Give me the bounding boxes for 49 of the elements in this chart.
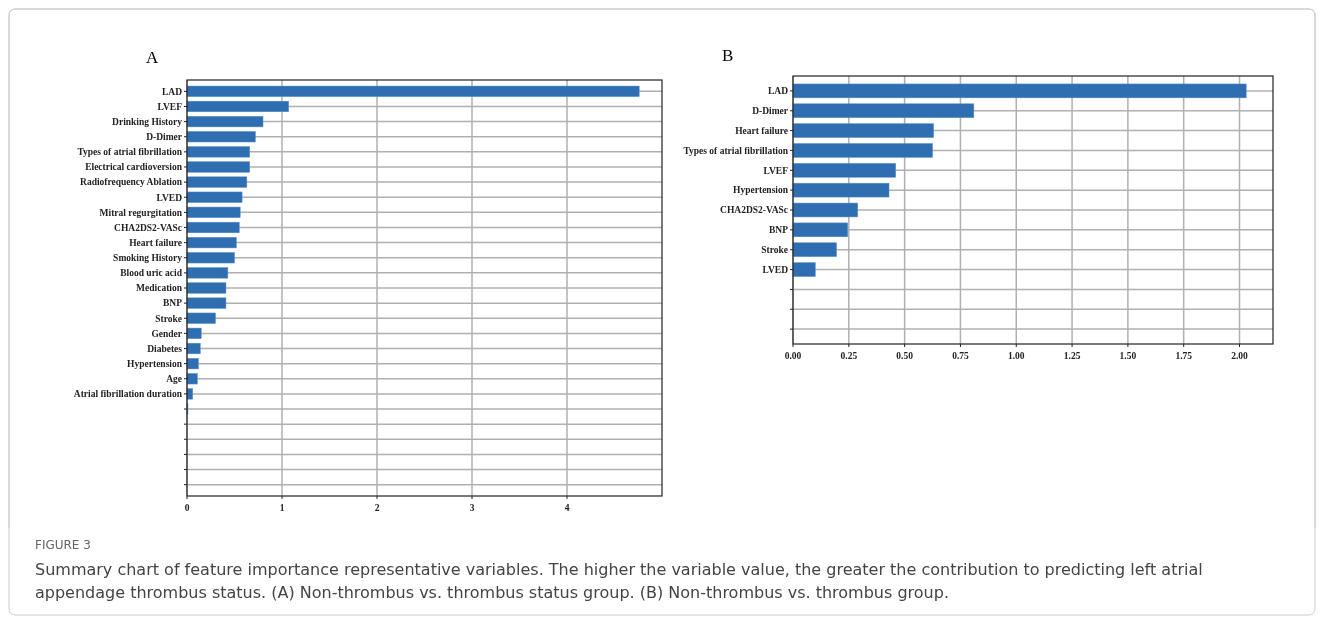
y-tick-label: Heart failure bbox=[735, 125, 788, 136]
y-tick-label: D-Dimer bbox=[752, 106, 789, 117]
x-tick-label: 2 bbox=[374, 503, 380, 513]
chart-title: B bbox=[722, 46, 734, 65]
y-tick-label: LAD bbox=[161, 86, 183, 97]
y-tick-label: Blood uric acid bbox=[120, 268, 183, 279]
x-tick-label: 1.75 bbox=[1175, 351, 1193, 361]
x-tick-label: 1.00 bbox=[1007, 351, 1025, 361]
y-tick-label: BNP bbox=[163, 298, 183, 309]
y-tick-label: Age bbox=[166, 374, 182, 385]
y-tick-label: LAD bbox=[767, 86, 789, 97]
chart-title: A bbox=[146, 48, 159, 67]
y-tick-label: Hypertension bbox=[733, 185, 789, 196]
y-tick-label: Radiofrequency Ablation bbox=[80, 177, 183, 188]
x-tick-label: 0.25 bbox=[840, 351, 858, 361]
y-tick-label: D-Dimer bbox=[146, 132, 183, 143]
y-tick-label: Types of atrial fibrillation bbox=[77, 147, 183, 158]
y-tick-label: LVEF bbox=[157, 101, 183, 112]
y-tick-label: Stroke bbox=[761, 245, 788, 256]
x-tick-label: 1.50 bbox=[1119, 351, 1137, 361]
y-tick-label: BNP bbox=[769, 225, 789, 236]
caption: FIGURE 3 bbox=[35, 538, 92, 552]
y-tick-label: LVEF bbox=[763, 165, 789, 176]
y-tick-label: LVED bbox=[762, 264, 789, 275]
x-tick-label: 0 bbox=[184, 503, 190, 513]
y-tick-label: Electrical cardioversion bbox=[85, 162, 183, 173]
y-tick-label: LVED bbox=[156, 192, 183, 203]
x-tick-label: 0.50 bbox=[896, 351, 914, 361]
x-tick-label: 4 bbox=[564, 503, 570, 513]
y-tick-label: Atrial fibrillation duration bbox=[73, 389, 183, 400]
y-tick-label: Medication bbox=[136, 283, 183, 294]
x-tick-label: 0.00 bbox=[784, 351, 802, 361]
y-tick-label: CHA2DS2-VASc bbox=[720, 205, 788, 216]
y-tick-label: Mitral regurgitation bbox=[99, 207, 183, 218]
x-tick-label: 3 bbox=[469, 503, 475, 513]
x-tick-label: 2.00 bbox=[1231, 351, 1249, 361]
x-tick-label: 1.25 bbox=[1063, 351, 1081, 361]
y-tick-label: Heart failure bbox=[129, 237, 182, 248]
x-tick-label: 0.75 bbox=[952, 351, 969, 361]
x-tick-label: 1 bbox=[279, 503, 285, 513]
y-tick-label: Gender bbox=[151, 328, 183, 339]
y-tick-label: CHA2DS2-VASc bbox=[114, 222, 182, 233]
y-tick-label: Stroke bbox=[155, 313, 182, 324]
y-tick-label: Hypertension bbox=[127, 358, 183, 369]
text: Summary chart of feature importance representative variables. The higher the variable value, the greater the contribution to predicting left atrial appendage thrombus status. (A) Non-thrombus vs. thrombus status group. (B) Non-thrombus vs. thrombus group. bbox=[35, 559, 1204, 604]
y-tick-label: Diabetes bbox=[147, 343, 183, 354]
y-tick-label: Types of atrial fibrillation bbox=[683, 145, 789, 156]
y-tick-label: Smoking History bbox=[113, 253, 183, 264]
y-tick-label: Drinking History bbox=[112, 116, 183, 127]
